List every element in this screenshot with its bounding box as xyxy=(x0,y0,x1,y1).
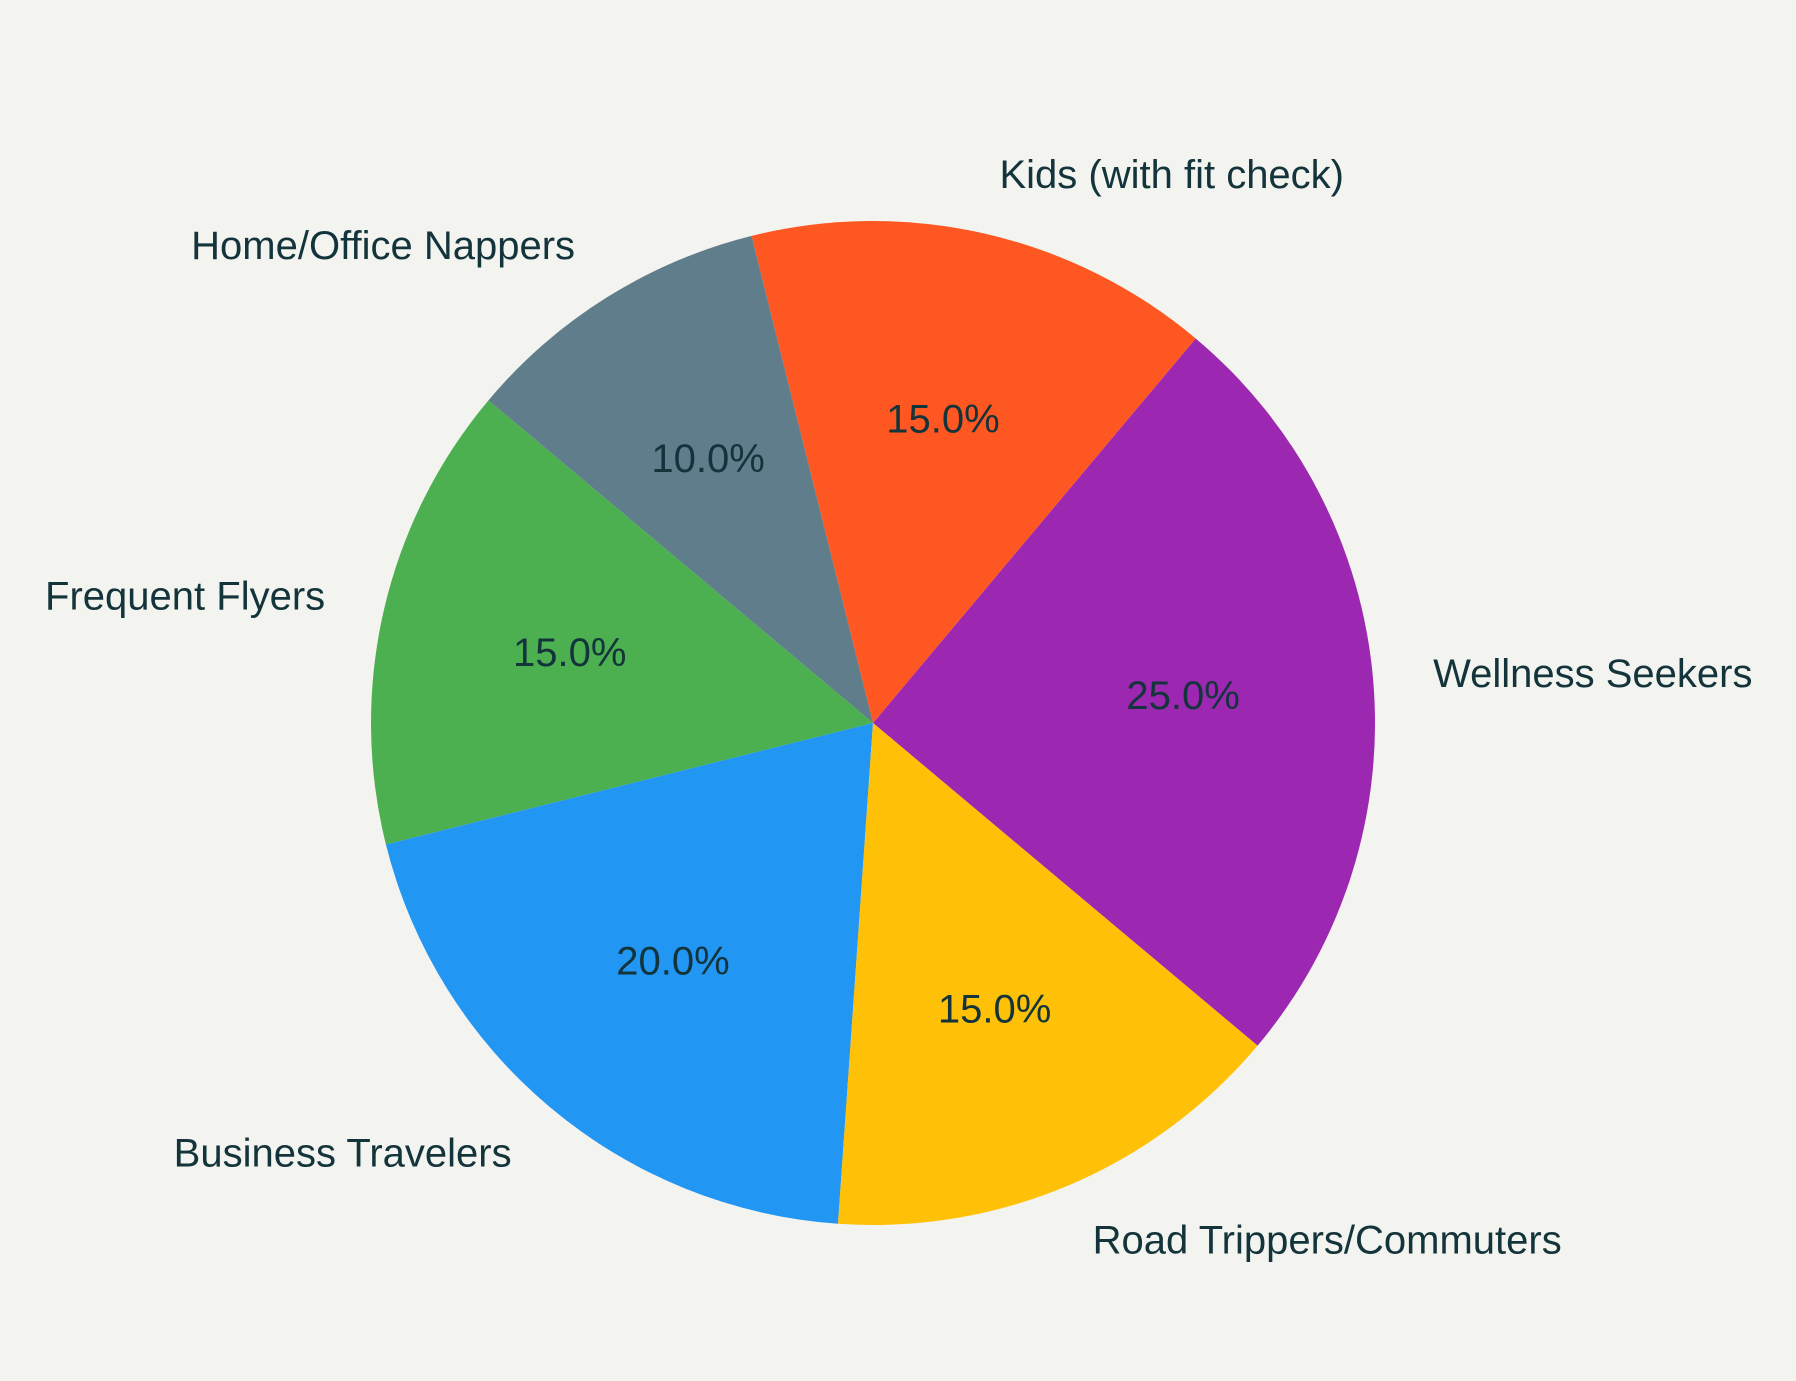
percent-label-kids-with-fit-check: 15.0% xyxy=(886,398,999,442)
category-label-wellness-seekers: Wellness Seekers xyxy=(1433,652,1752,696)
category-labels: Wellness Seekers Kids (with fit check) Hom… xyxy=(45,153,1752,1262)
category-label-road-trippers-commuters: Road Trippers/Commuters xyxy=(1093,1219,1562,1263)
percent-label-frequent-flyers: 15.0% xyxy=(513,631,626,675)
percent-label-home-office-nappers: 10.0% xyxy=(651,437,764,481)
percent-labels: 25.0% 15.0% 10.0% 15.0% 20.0% 15.0% xyxy=(513,398,1240,1032)
category-label-frequent-flyers: Frequent Flyers xyxy=(45,575,325,619)
pie-slices xyxy=(371,220,1375,1225)
pie-slice-frequent-flyers xyxy=(371,400,873,845)
category-label-home-office-nappers: Home/Office Nappers xyxy=(191,224,575,268)
pie-slice-road-trippers-commuters xyxy=(837,723,1258,1225)
percent-label-business-travelers: 20.0% xyxy=(616,939,729,983)
pie-slice-kids-with-fit-check xyxy=(751,220,1196,723)
pie-slice-home-office-nappers xyxy=(488,235,873,723)
percent-label-wellness-seekers: 25.0% xyxy=(1126,674,1239,718)
percent-label-road-trippers-commuters: 15.0% xyxy=(938,987,1051,1031)
category-label-business-travelers: Business Travelers xyxy=(174,1132,512,1176)
pie-slice-business-travelers xyxy=(385,723,873,1224)
category-label-kids-with-fit-check: Kids (with fit check) xyxy=(999,153,1344,197)
pie-slice-wellness-seekers xyxy=(873,338,1375,1046)
